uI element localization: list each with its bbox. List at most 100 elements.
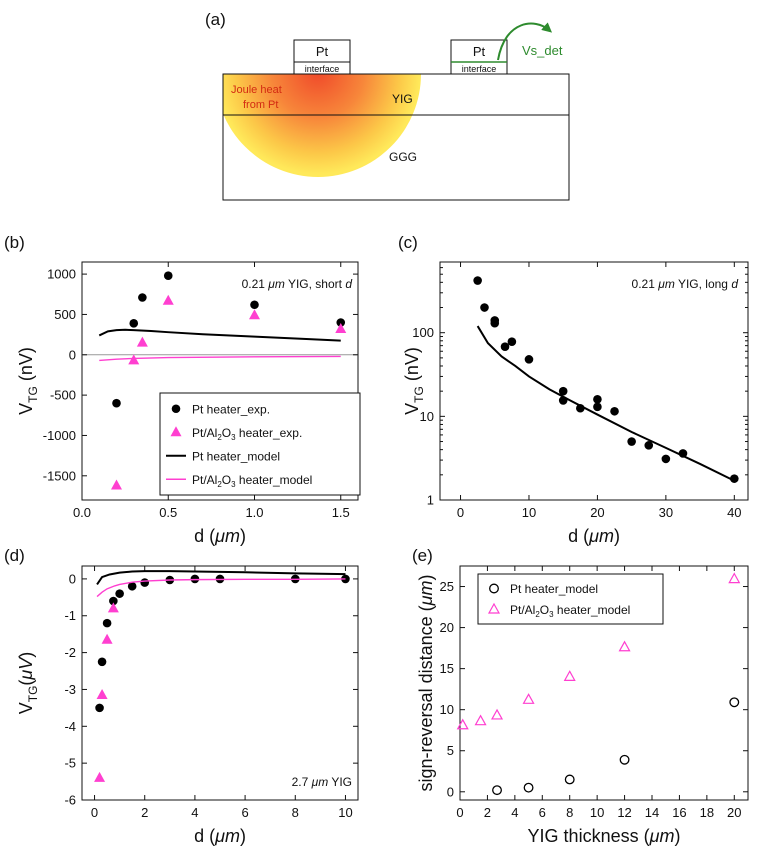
y-tick-label-b: -1000 — [43, 428, 76, 443]
data-point-d — [127, 581, 137, 591]
data-point-d — [109, 596, 118, 606]
substrate-box — [222, 73, 570, 201]
series-line-d — [96, 570, 346, 585]
y-tick-label-d: -4 — [64, 719, 76, 734]
data-point-c — [644, 441, 654, 450]
data-point-e — [618, 640, 631, 652]
y-axis-label-e: sign-reversal distance (μm) — [416, 575, 436, 792]
data-point-b — [250, 300, 259, 310]
legend-label-b: Pt heater_model — [192, 449, 280, 463]
data-point-c — [480, 303, 489, 312]
plot-area-d — [94, 570, 350, 782]
data-point-b — [335, 322, 347, 333]
x-tick-label-b: 0.5 — [159, 505, 177, 520]
y-tick-label-e: 5 — [447, 743, 454, 758]
chart-e: 0 2 4 6 8 10 12 14 16 18 20 0 5 10 15 20 25 (e) YIG thickn… — [412, 546, 749, 846]
y-tick-label-c: 1 — [427, 493, 434, 508]
data-point-b — [128, 354, 140, 365]
data-point-e — [564, 774, 575, 785]
x-tick-label-b: 1.5 — [332, 505, 350, 520]
joule-heat-region — [223, 74, 421, 177]
x-tick-label-c: 10 — [522, 505, 536, 520]
chart-d: 0 2 4 6 8 10 -6 -5 -4 -3 -2 -1 0 (d) d (μm) VTG(μV) 2.7 … — [4, 546, 359, 846]
x-axis-label-e: YIG thickness (μm) — [528, 826, 681, 846]
y-tick-label-b: 1000 — [47, 267, 76, 282]
series-line-b — [98, 328, 341, 342]
data-point-b — [111, 479, 122, 490]
data-point-e — [728, 572, 741, 584]
y-tick-label-d: 0 — [69, 571, 76, 586]
data-point-e — [523, 782, 534, 793]
joule-heat-label: Joule heat — [231, 84, 282, 96]
y-axis-label-c: VTG (nV) — [402, 347, 426, 415]
series-line-c — [476, 325, 735, 482]
data-point-b — [163, 271, 173, 281]
data-point-e — [522, 693, 535, 704]
x-tick-label-d: 8 — [292, 805, 299, 820]
legend-label-b: Pt/Al2O3 heater_exp. — [192, 426, 302, 442]
data-point-c — [610, 406, 619, 416]
annotation-d: 2.7 μm YIG — [292, 775, 352, 789]
y-tick-label-d: -6 — [64, 793, 76, 808]
y-tick-label-b: 0 — [69, 347, 76, 362]
data-point-c — [500, 342, 510, 352]
plot-frame-c — [439, 261, 749, 501]
data-point-c — [507, 337, 517, 347]
y-tick-label-b: -500 — [50, 388, 76, 403]
data-point-d — [140, 578, 150, 587]
from-pt-label: from Pt — [243, 99, 278, 111]
x-tick-label-e: 0 — [456, 805, 463, 820]
x-tick-label-c: 40 — [727, 505, 741, 520]
x-tick-label-d: 10 — [338, 805, 352, 820]
data-point-c — [593, 394, 602, 404]
y-tick-label-d: -5 — [64, 756, 76, 771]
pt-label-right: Pt — [473, 44, 486, 59]
legend-label-e: Pt/Al2O3 heater_model — [510, 603, 630, 619]
data-point-e — [729, 697, 740, 708]
plot-frame-b — [81, 261, 359, 501]
x-tick-label-e: 6 — [539, 805, 546, 820]
legend-swatch-e — [487, 602, 501, 614]
y-tick-label-e: 0 — [447, 784, 454, 799]
diagram-panel: (a) Pt interface Pt interface Vs_det Jou… — [205, 10, 570, 201]
y-tick-label-d: -3 — [64, 682, 76, 697]
data-point-b — [162, 294, 174, 305]
legend-b: Pt heater_exp. Pt/Al2O3 heater_exp. Pt hea… — [159, 392, 361, 496]
panel-label-b: (b) — [4, 233, 25, 252]
y-tick-label-b: 500 — [54, 307, 76, 322]
data-point-c — [593, 402, 602, 412]
x-tick-label-d: 4 — [191, 805, 198, 820]
y-tick-label-c: 100 — [412, 325, 434, 340]
data-point-d — [96, 688, 108, 699]
data-point-c — [730, 474, 739, 483]
x-axis-label-d: d (μm) — [194, 826, 246, 846]
y-axis-label-d: VTG(μV) — [16, 652, 40, 715]
x-axis-label-b: d (μm) — [194, 526, 246, 546]
y-tick-label-d: -1 — [64, 608, 76, 623]
y-tick-label-c: 10 — [420, 409, 434, 424]
plot-area-e — [456, 572, 741, 796]
annotation-c: 0.21 μm YIG, long d — [632, 277, 739, 291]
data-point-d — [97, 657, 107, 667]
pt-heater-left — [293, 39, 351, 75]
legend-swatch-b — [171, 404, 181, 414]
data-point-e — [474, 714, 487, 726]
legend-label-e: Pt heater_model — [510, 582, 598, 596]
ggg-label: GGG — [389, 150, 417, 164]
panel-label-c: (c) — [398, 233, 418, 252]
data-point-b — [112, 398, 121, 408]
x-tick-label-e: 12 — [617, 805, 631, 820]
legend-label-b: Pt heater_exp. — [192, 402, 270, 416]
x-tick-label-c: 0 — [457, 505, 464, 520]
interface-label-left: interface — [305, 64, 340, 74]
legend-swatch-e — [489, 583, 499, 594]
data-point-d — [102, 618, 112, 628]
data-point-b — [336, 318, 346, 327]
x-tick-label-d: 0 — [91, 805, 98, 820]
legend-label-b: Pt/Al2O3 heater_model — [192, 473, 312, 489]
x-tick-label-c: 30 — [659, 505, 673, 520]
series-line-b — [99, 355, 341, 362]
plot-area-c — [473, 276, 739, 483]
data-point-d — [341, 574, 350, 584]
y-tick-label-e: 20 — [440, 620, 454, 635]
